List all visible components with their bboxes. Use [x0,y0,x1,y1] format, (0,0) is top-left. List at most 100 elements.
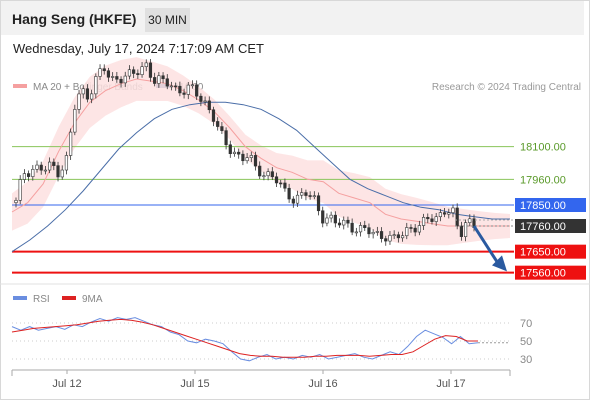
candle-body [321,210,325,224]
candle [421,213,426,231]
chart-credit: Research © 2024 Trading Central [432,82,581,93]
candle [274,172,279,188]
candle-body [119,78,123,84]
candle [295,190,300,207]
timeframe-badge[interactable]: 30 MIN [145,8,190,32]
candle [199,93,203,107]
candle-body [123,75,127,84]
candle-body [409,227,413,229]
candle-body [262,175,266,178]
candle-body [69,131,73,156]
candle [157,71,161,88]
candle [186,81,190,100]
candle [52,158,56,171]
rsi-legend-label: RSI [33,294,50,305]
bollinger-band [12,57,510,246]
candle-body [186,84,190,95]
candle-body [27,173,31,177]
candle [144,59,148,72]
candle-body [232,151,237,154]
rsi-tick-70: 70 [520,318,532,330]
candle [106,67,111,82]
candle [279,179,283,188]
candle [442,207,447,218]
candle [266,168,270,181]
candle [392,230,396,240]
candle-body [350,222,354,233]
candle-body [157,75,161,84]
candle-body [153,77,157,84]
candle [342,216,346,230]
candle-body [367,227,371,235]
candle-body [417,225,421,233]
candle [241,150,245,166]
candle [39,161,43,175]
candle-body [266,171,270,177]
candle [136,69,140,79]
candle-body [224,130,228,146]
candle-body [455,207,459,227]
candle [375,226,379,236]
candle-body [434,216,438,222]
candle [228,140,232,158]
candle [169,81,174,91]
candle [18,175,22,205]
level-label-17560.00: 17560.00 [520,268,566,280]
level-box-17850.00 [515,198,586,212]
candle-body [203,100,207,103]
candle-body [421,217,426,226]
candle-body [258,165,262,177]
candle-body [94,76,98,95]
candle [245,152,249,164]
candle [182,88,186,99]
candle-body [451,207,455,214]
candle [14,197,18,208]
candle-body [178,85,182,94]
candle [262,171,266,181]
candle [220,121,224,135]
level-box-17760.00 [515,219,586,233]
rsi-ma-legend-swatch [62,296,76,300]
candle-body [182,92,186,95]
candle [90,89,94,104]
level-label-17960.00: 17960.00 [520,174,566,186]
candle [417,220,421,236]
x-tick-label: Jul 12 [52,378,81,390]
candle-body [31,168,35,177]
candle-body [148,62,153,78]
candle-body [161,75,165,80]
chart-header: Hang Seng (HKFE) 30 MIN [1,1,584,35]
candle [363,220,367,231]
candle [153,72,157,87]
candle [161,72,165,84]
candle [35,160,39,173]
candle [27,170,31,182]
candle [77,89,81,114]
candle-body [111,76,115,78]
candle-body [270,171,274,178]
candle [304,189,308,201]
candle [329,211,333,223]
candle-body [346,219,350,224]
candle-body [35,164,39,170]
candle-body [249,155,253,158]
candle-body [228,144,232,154]
candle [195,80,199,101]
candle [115,71,119,83]
candle [140,62,144,78]
candle-body [22,173,27,180]
candle-body [43,169,48,172]
candle-body [211,109,216,122]
candle-body [195,84,199,97]
candle [64,151,69,175]
candle-body [81,88,85,95]
candle-body [447,212,451,215]
candle-body [85,88,90,100]
candle-body [39,164,43,171]
rsi-legend-swatch [13,296,27,300]
candle-body [283,182,287,189]
candle-body [426,217,430,220]
candle-body [363,225,367,228]
candle [468,214,472,227]
candle [249,151,253,163]
